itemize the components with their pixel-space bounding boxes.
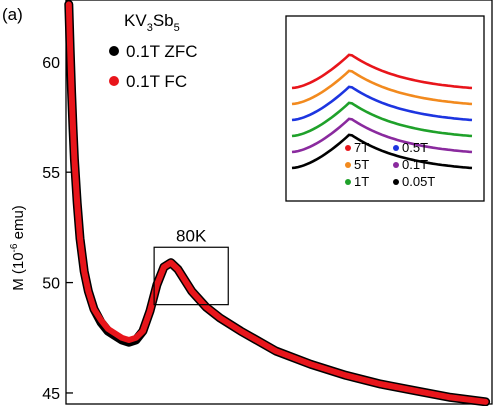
inset-frame: [285, 15, 485, 202]
inset-curve-0p1T: [291, 117, 473, 154]
y-axis-label: M (10-6 emu): [9, 205, 27, 291]
inset-legend-marker-7T: [345, 145, 351, 151]
annotation-label-80k: 80K: [176, 226, 207, 245]
y-tick-label: 55: [42, 165, 60, 182]
legend-title-mid: Sb: [153, 11, 174, 30]
main-legend: KV3Sb5 0.1T ZFC 0.1T FC: [109, 11, 197, 91]
inset-curve-1T: [291, 101, 473, 138]
inset-legend-marker-1T: [345, 179, 351, 185]
y-tick-label: 50: [42, 276, 60, 293]
inset-legend-marker-0p1T: [393, 162, 399, 168]
legend-title-base: KV: [124, 11, 147, 30]
inset-chart: 7T 5T 1T 0.5T 0.1T 0.05T: [285, 15, 485, 202]
legend-marker-fc: [109, 76, 119, 86]
y-axis-label-main: M (10: [10, 252, 27, 290]
inset-curve-0p05T: [291, 133, 473, 170]
inset-legend-label-7T: 7T: [354, 140, 369, 155]
annotation-box-80k: [153, 246, 229, 306]
y-tick-label: 60: [42, 55, 60, 72]
legend-title-sub1: 3: [147, 22, 153, 34]
y-tick-label: 45: [42, 386, 60, 403]
panel-label: (a): [2, 5, 23, 24]
inset-legend-marker-0p05T: [393, 179, 399, 185]
inset-legend: 7T 5T 1T 0.5T 0.1T 0.05T: [345, 140, 435, 189]
y-axis-ticks: 45 50 55 60: [42, 55, 73, 403]
inset-curve-5T: [291, 69, 473, 106]
legend-title-sub2: 5: [174, 22, 180, 34]
inset-legend-label-0p1T: 0.1T: [402, 157, 428, 172]
inset-legend-marker-0p5T: [393, 145, 399, 151]
main-series-layer: [64, 0, 491, 406]
inset-legend-label-1T: 1T: [354, 174, 369, 189]
inset-curves: [291, 53, 473, 170]
inset-legend-label-5T: 5T: [354, 157, 369, 172]
legend-label-zfc: 0.1T ZFC: [126, 42, 197, 61]
main-plot-frame: [65, 0, 493, 405]
inset-curve-7T: [291, 53, 473, 90]
inset-legend-label-0p5T: 0.5T: [402, 140, 428, 155]
legend-marker-zfc: [109, 46, 119, 56]
y-axis-label-unit: emu): [10, 205, 27, 243]
inset-legend-label-0p05T: 0.05T: [402, 174, 435, 189]
legend-title: KV3Sb5: [124, 11, 180, 34]
y-axis-label-exponent: -6: [9, 243, 20, 252]
inset-curve-0p5T: [291, 85, 473, 122]
series-fc: [65, 1, 489, 405]
inset-legend-marker-5T: [345, 162, 351, 168]
legend-label-fc: 0.1T FC: [126, 72, 187, 91]
